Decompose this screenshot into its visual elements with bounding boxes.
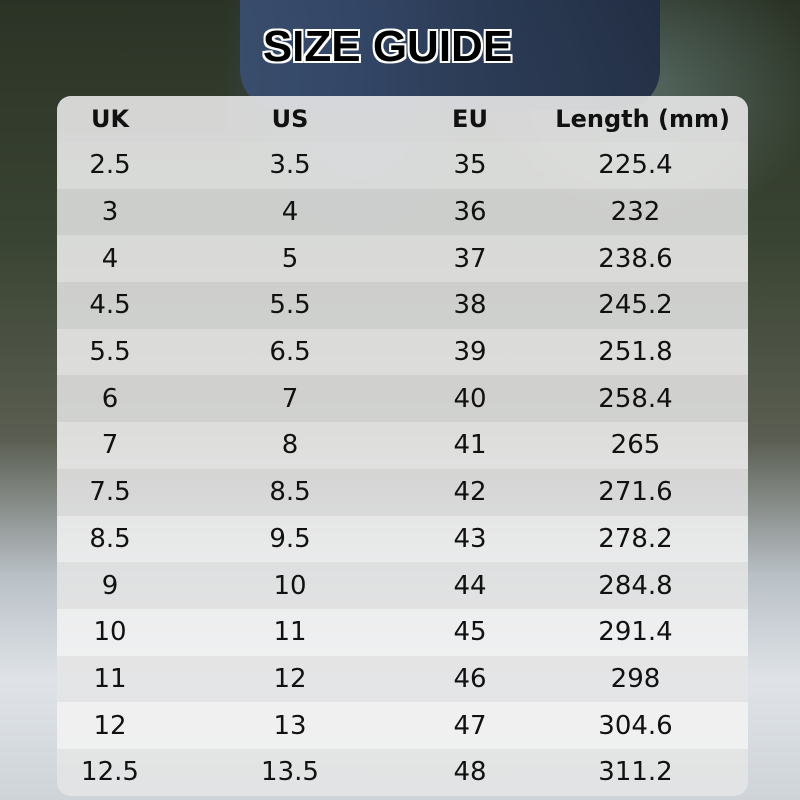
cell-us: 4 <box>281 197 299 228</box>
table-row: 4.5 5.5 38 245.2 <box>57 282 748 329</box>
cell-length: 284.8 <box>598 570 673 601</box>
cell-eu: 48 <box>453 757 487 788</box>
cell-length: 265 <box>610 430 661 461</box>
cell-length: 245.2 <box>598 290 673 321</box>
cell-uk: 4 <box>101 243 119 274</box>
cell-us: 10 <box>273 570 307 601</box>
cell-eu: 41 <box>453 430 487 461</box>
table-row: 5.5 6.5 39 251.8 <box>57 328 748 376</box>
cell-eu: 46 <box>453 663 487 694</box>
cell-eu: 39 <box>453 337 487 368</box>
cell-length: 238.6 <box>598 243 673 274</box>
cell-uk: 7.5 <box>89 477 131 508</box>
table-row: 12 13 47 304.6 <box>57 702 748 749</box>
cell-uk: 2.5 <box>89 150 131 181</box>
page-title: SIZE GUIDE <box>262 22 513 71</box>
header-us: US <box>271 105 309 133</box>
cell-uk: 10 <box>93 617 127 648</box>
table-row: 8.5 9.5 43 278.2 <box>57 515 748 563</box>
cell-uk: 5.5 <box>89 337 131 368</box>
cell-eu: 36 <box>453 197 487 228</box>
cell-length: 311.2 <box>598 757 673 788</box>
cell-us: 5.5 <box>269 290 311 321</box>
cell-uk: 12.5 <box>81 757 139 788</box>
cell-eu: 47 <box>453 710 487 741</box>
cell-eu: 35 <box>453 150 487 181</box>
table-row: 10 11 45 291.4 <box>57 608 748 656</box>
table-row: 9 10 44 284.8 <box>57 562 748 609</box>
cell-length: 291.4 <box>598 617 673 648</box>
cell-length: 225.4 <box>598 150 673 181</box>
size-table: UK US EU Length (mm) 2.5 3.5 35 225.4 3 4 36 23… <box>57 96 748 796</box>
cell-us: 8 <box>281 430 299 461</box>
cell-eu: 44 <box>453 570 487 601</box>
cell-eu: 43 <box>453 523 487 554</box>
cell-length: 271.6 <box>598 477 673 508</box>
table-row: 3 4 36 232 <box>57 188 748 236</box>
cell-eu: 40 <box>453 383 487 414</box>
cell-us: 6.5 <box>269 337 311 368</box>
cell-uk: 11 <box>93 663 127 694</box>
cell-eu: 45 <box>453 617 487 648</box>
header-eu: EU <box>452 105 488 133</box>
cell-length: 232 <box>610 197 661 228</box>
cell-eu: 42 <box>453 477 487 508</box>
cell-uk: 4.5 <box>89 290 131 321</box>
cell-eu: 38 <box>453 290 487 321</box>
table-row: 7 8 41 265 <box>57 422 748 469</box>
header-length: Length (mm) <box>555 105 730 133</box>
cell-uk: 9 <box>101 570 119 601</box>
cell-uk: 3 <box>101 197 119 228</box>
cell-us: 7 <box>281 383 299 414</box>
cell-uk: 12 <box>93 710 127 741</box>
table-row: 4 5 37 238.6 <box>57 235 748 283</box>
cell-uk: 7 <box>101 430 119 461</box>
table-row: 12.5 13.5 48 311.2 <box>57 748 748 796</box>
cell-length: 251.8 <box>598 337 673 368</box>
cell-eu: 37 <box>453 243 487 274</box>
cell-uk: 8.5 <box>89 523 131 554</box>
background-photo-jeans <box>240 0 660 110</box>
cell-length: 304.6 <box>598 710 673 741</box>
table-row: 7.5 8.5 42 271.6 <box>57 468 748 516</box>
cell-us: 13 <box>273 710 307 741</box>
cell-us: 8.5 <box>269 477 311 508</box>
table-row: 2.5 3.5 35 225.4 <box>57 142 748 189</box>
cell-uk: 6 <box>101 383 119 414</box>
cell-length: 298 <box>610 663 661 694</box>
cell-length: 258.4 <box>598 383 673 414</box>
cell-us: 5 <box>281 243 299 274</box>
cell-us: 11 <box>273 617 307 648</box>
cell-us: 9.5 <box>269 523 311 554</box>
cell-us: 3.5 <box>269 150 311 181</box>
table-header: UK US EU Length (mm) <box>57 96 748 142</box>
cell-us: 13.5 <box>261 757 319 788</box>
cell-us: 12 <box>273 663 307 694</box>
table-row: 11 12 46 298 <box>57 655 748 703</box>
table-row: 6 7 40 258.4 <box>57 375 748 423</box>
cell-length: 278.2 <box>598 523 673 554</box>
header-uk: UK <box>90 105 130 133</box>
